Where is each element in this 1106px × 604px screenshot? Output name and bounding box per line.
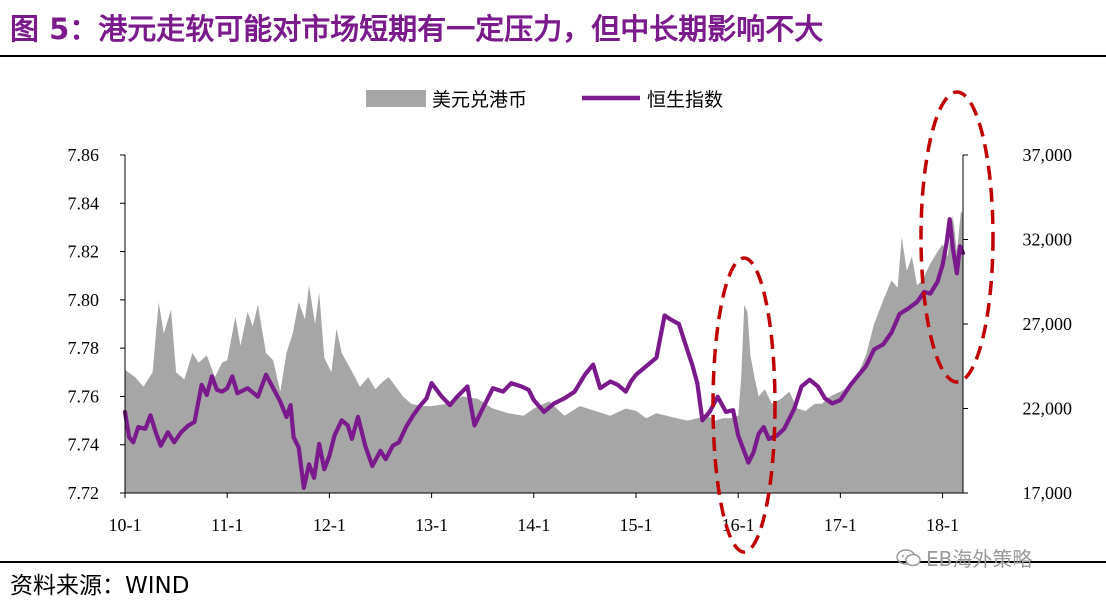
figure-title: 图 5：港元走软可能对市场短期有一定压力，但中长期影响不大 bbox=[10, 12, 824, 46]
left-tick-label: 7.72 bbox=[68, 483, 100, 503]
x-tick-label: 17-1 bbox=[824, 515, 857, 535]
x-tick-label: 12-1 bbox=[313, 515, 346, 535]
right-tick-label: 22,000 bbox=[1023, 399, 1073, 419]
left-tick-label: 7.82 bbox=[68, 242, 100, 262]
x-tick-label: 18-1 bbox=[926, 515, 959, 535]
legend-swatch-area bbox=[366, 90, 426, 107]
left-tick-label: 7.76 bbox=[68, 386, 100, 406]
left-tick-label: 7.86 bbox=[68, 145, 100, 165]
x-tick-label: 11-1 bbox=[211, 515, 243, 535]
series-line-hsi bbox=[122, 217, 966, 490]
annotation-ellipse-16-1 bbox=[711, 256, 777, 554]
right-tick-label: 17,000 bbox=[1023, 483, 1073, 503]
x-tick-label: 14-1 bbox=[517, 515, 550, 535]
right-tick-label: 32,000 bbox=[1023, 230, 1073, 250]
left-axis-ticks: 7.72 7.74 7.76 7.78 7.80 7.82 7.84 7.86 bbox=[68, 145, 125, 503]
left-tick-label: 7.84 bbox=[68, 193, 100, 213]
chart: 美元兑港币 恒生指数 7.727.747.767.787.807.827.847… bbox=[68, 89, 1072, 554]
x-tick-label: 10-1 bbox=[109, 515, 142, 535]
legend-label-hsi: 恒生指数 bbox=[647, 89, 723, 111]
watermark-text: EB海外策略 bbox=[926, 547, 1033, 571]
right-tick-label: 37,000 bbox=[1023, 145, 1073, 165]
source-rule bbox=[0, 561, 1106, 563]
legend: 美元兑港币 恒生指数 bbox=[366, 89, 723, 111]
annotation-ellipse-18-1 bbox=[919, 90, 995, 384]
right-tick-label: 27,000 bbox=[1023, 314, 1073, 334]
left-tick-label: 7.74 bbox=[68, 435, 100, 455]
wechat-icon bbox=[896, 548, 921, 566]
x-tick-label: 15-1 bbox=[619, 515, 652, 535]
x-axis-ticks: 10-1 11-1 12-1 13-1 14-1 15-1 16-1 17-1 18-1 bbox=[109, 493, 959, 535]
title-rule bbox=[0, 55, 1106, 57]
watermark: EB海外策略 bbox=[896, 543, 1032, 572]
source-text: 资料来源：WIND bbox=[10, 573, 190, 599]
left-tick-label: 7.80 bbox=[68, 290, 100, 310]
right-axis-ticks: 17,000 22,000 27,000 32,000 37,000 bbox=[963, 145, 1072, 503]
x-tick-label: 16-1 bbox=[722, 515, 755, 535]
x-tick-label: 13-1 bbox=[415, 515, 448, 535]
legend-label-usdhkd: 美元兑港币 bbox=[432, 89, 527, 111]
series-area-usdhkd bbox=[125, 210, 963, 493]
left-tick-label: 7.78 bbox=[68, 338, 100, 358]
